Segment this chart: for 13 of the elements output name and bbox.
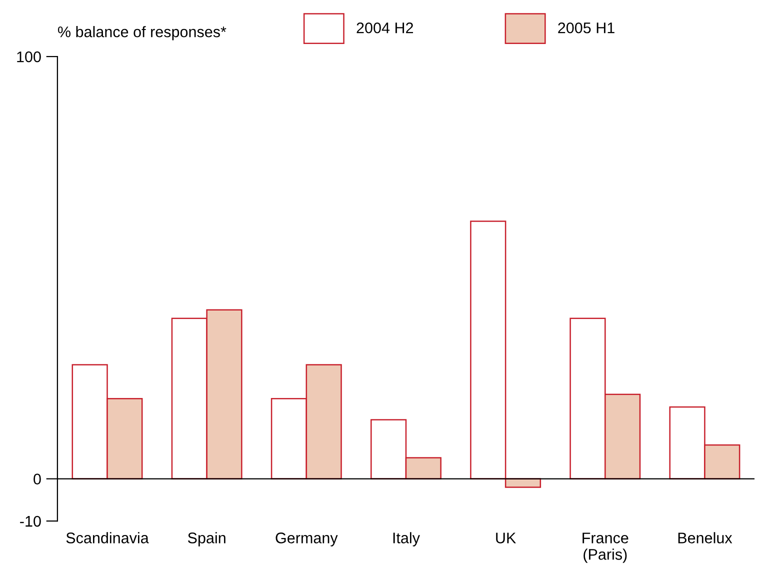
x-tick-label: Scandinavia bbox=[66, 532, 149, 544]
y-tick-label: 100 bbox=[17, 51, 41, 62]
y-tick-label: -10 bbox=[20, 516, 41, 527]
legend-label: 2004 H2 bbox=[356, 22, 414, 34]
x-tick-label: Italy bbox=[393, 532, 420, 546]
legend-label: 2005 H1 bbox=[558, 22, 614, 34]
x-tick-label: France (Paris) bbox=[582, 532, 628, 563]
y-tick-label: 0 bbox=[34, 474, 41, 484]
y-axis-title: % balance of responses* bbox=[58, 26, 226, 40]
x-tick-label: Spain bbox=[188, 532, 226, 546]
x-tick-label: Germany bbox=[276, 532, 338, 546]
x-tick-label: Benelux bbox=[678, 532, 732, 544]
x-tick-label: UK bbox=[496, 532, 516, 544]
